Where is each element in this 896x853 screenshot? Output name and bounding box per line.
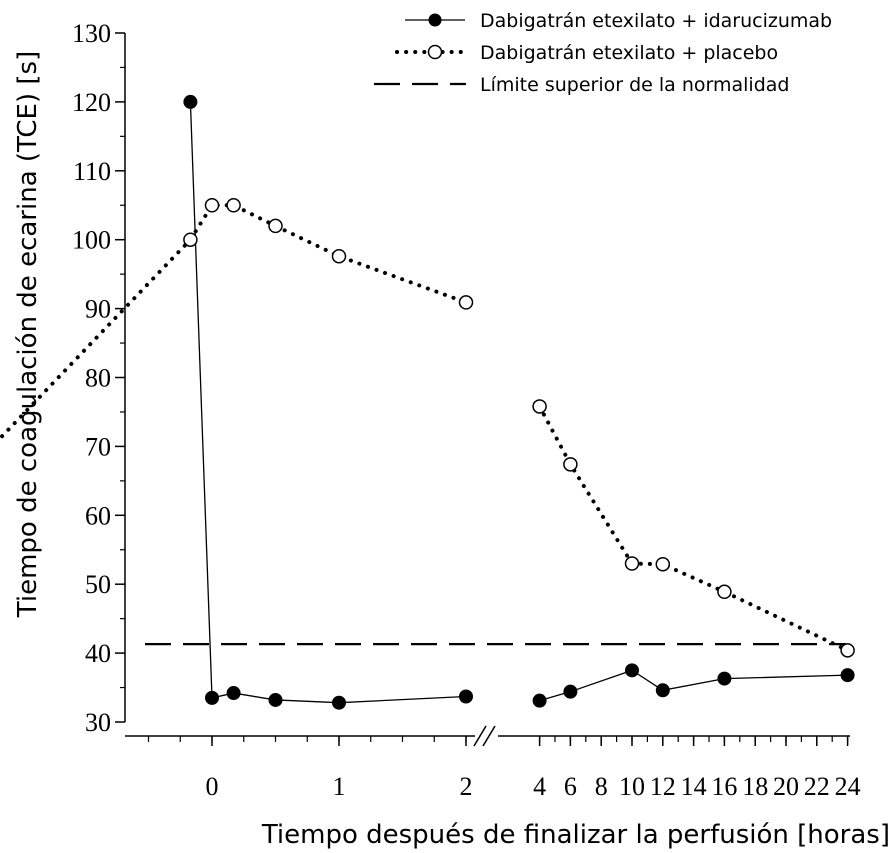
placebo-point xyxy=(624,556,640,571)
idarucizumab-point xyxy=(563,684,578,699)
idarucizumab-point xyxy=(459,689,473,704)
series-group xyxy=(0,94,855,710)
placebo-point xyxy=(655,556,671,572)
placebo-line xyxy=(537,404,850,653)
idarucizumab-point xyxy=(268,692,283,707)
y-tick-label: 130 xyxy=(72,19,111,48)
idarucizumab-point xyxy=(625,663,639,678)
y-tick-label: 120 xyxy=(72,88,111,117)
idarucizumab-point xyxy=(655,683,670,698)
x-tick-label: 12 xyxy=(650,772,676,801)
idarucizumab-point xyxy=(717,671,732,686)
legend-marker-idarucizumab xyxy=(428,13,442,27)
y-tick-label: 60 xyxy=(85,501,111,530)
idarucizumab-line xyxy=(539,669,848,702)
axes xyxy=(124,33,850,747)
x-axis-label: Tiempo después de finalizar la perfusión… xyxy=(261,820,890,850)
idarucizumab-point xyxy=(840,668,855,683)
placebo-point xyxy=(458,295,474,310)
x-tick-label: 1 xyxy=(333,772,346,801)
legend-marker-placebo xyxy=(427,44,443,60)
y-tick-label: 40 xyxy=(85,639,111,668)
idarucizumab-point xyxy=(226,686,241,701)
placebo-line xyxy=(0,203,468,442)
y-tick-label: 50 xyxy=(85,570,111,599)
idarucizumab-point xyxy=(183,94,198,109)
y-tick-label: 100 xyxy=(72,226,111,255)
x-tick-label: 0 xyxy=(206,772,219,801)
placebo-point xyxy=(331,248,347,264)
x-tick-label: 14 xyxy=(681,772,707,801)
placebo-point xyxy=(840,643,855,658)
x-tick-label: 10 xyxy=(619,772,645,801)
legend-label: Dabigatrán etexilato + idarucizumab xyxy=(480,10,832,32)
x-tick-label: 8 xyxy=(595,772,608,801)
y-axis-label: Tiempo de coagulación de ecarina (TCE) [… xyxy=(13,51,43,618)
placebo-point xyxy=(204,198,220,213)
y-tick-label: 70 xyxy=(85,432,111,461)
x-tick-label: 16 xyxy=(711,772,737,801)
placebo-point xyxy=(532,399,547,414)
x-tick-label: 20 xyxy=(773,772,799,801)
idarucizumab-point xyxy=(532,693,547,708)
x-tick-label: 2 xyxy=(460,772,473,801)
legend-label: Límite superior de la normalidad xyxy=(480,74,789,96)
y-tick-label: 110 xyxy=(73,157,111,186)
placebo-point xyxy=(563,457,578,472)
axis-break-mark xyxy=(473,725,487,747)
legend-label: Dabigatrán etexilato + placebo xyxy=(480,42,778,64)
placebo-point xyxy=(717,584,732,600)
placebo-point xyxy=(183,232,198,247)
idarucizumab-line xyxy=(189,101,467,704)
placebo-point xyxy=(226,198,241,213)
axis-break-mark xyxy=(482,725,496,747)
x-tick-label: 24 xyxy=(835,772,861,801)
placebo-point xyxy=(268,218,283,234)
x-tick-label: 4 xyxy=(533,772,546,801)
x-tick-label: 6 xyxy=(564,772,577,801)
x-ticks: -20124681012141618202224 xyxy=(147,736,861,801)
x-tick-label: 22 xyxy=(804,772,830,801)
idarucizumab-point xyxy=(332,695,346,710)
x-tick-label: 18 xyxy=(742,772,768,801)
y-tick-label: 80 xyxy=(85,364,111,393)
y-tick-label: 30 xyxy=(85,708,111,737)
y-ticks: 30 40 50 60 70 80 90 100 110 120 130 xyxy=(72,19,125,737)
y-tick-label: 90 xyxy=(85,295,111,324)
idarucizumab-point xyxy=(205,690,219,705)
legend: Dabigatrán etexilato + idarucizumab Dabig… xyxy=(374,10,832,96)
